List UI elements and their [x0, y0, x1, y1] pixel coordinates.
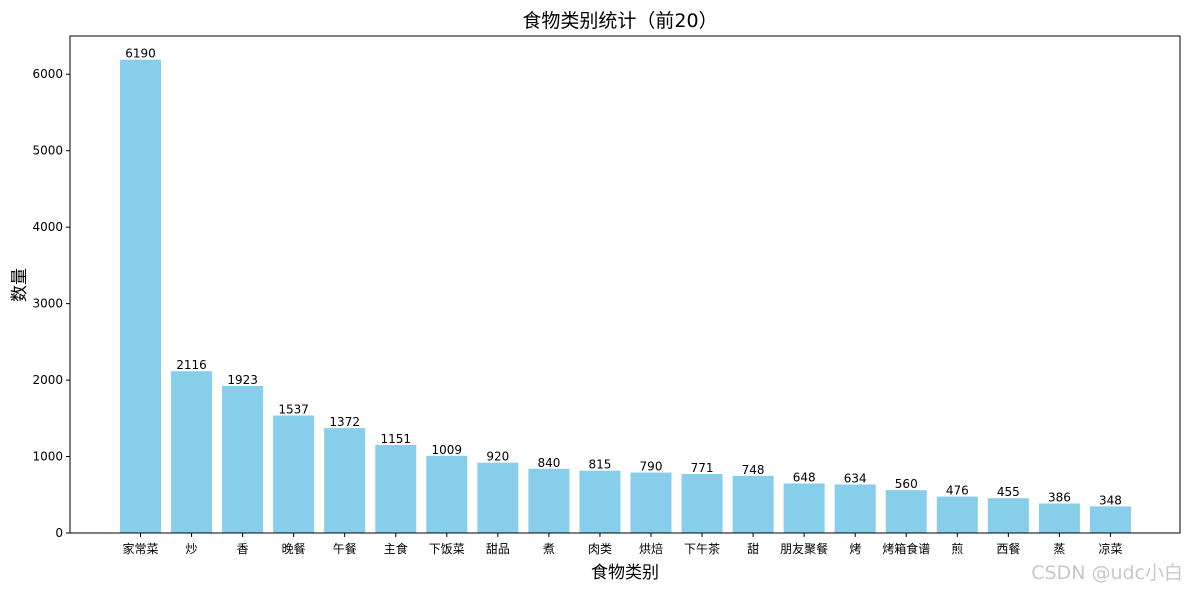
- value-label-1: 6190: [125, 47, 156, 61]
- value-label-20: 348: [1099, 493, 1122, 507]
- bar-15: [834, 484, 876, 533]
- bar-9: [528, 468, 570, 533]
- value-label-4: 1537: [278, 402, 309, 416]
- value-label-5: 1372: [329, 415, 360, 429]
- value-label-3: 1923: [227, 373, 258, 387]
- y-axis: 0 1000 2000 3000 4000 5000 6000: [32, 67, 70, 540]
- value-label-2: 2116: [176, 358, 207, 372]
- value-label-17: 476: [946, 484, 969, 498]
- x-tick-label-19: 蒸: [1053, 542, 1065, 556]
- value-label-14: 648: [793, 470, 816, 484]
- chart-title: 食物类别统计（前20）: [522, 10, 717, 32]
- y-tick-label-3000: 3000: [32, 297, 63, 311]
- value-label-12: 771: [691, 461, 714, 475]
- bar-16: [885, 490, 927, 533]
- x-tick-label-15: 烤: [849, 541, 861, 556]
- x-tick-label-9: 煮: [543, 542, 555, 556]
- y-tick-label-6000: 6000: [32, 67, 63, 81]
- x-tick-label-10: 肉类: [588, 542, 612, 556]
- bar-18: [987, 498, 1029, 533]
- x-tick-label-16: 烤箱食谱: [882, 541, 930, 556]
- y-tick-label-1000: 1000: [32, 450, 63, 464]
- y-tick-label-0: 0: [55, 526, 63, 540]
- bar-19: [1038, 503, 1080, 533]
- bar-11: [630, 472, 672, 533]
- x-tick-label-6: 主食: [384, 541, 408, 556]
- x-tick-label-17: 煎: [951, 541, 963, 556]
- x-tick-label-2: 炒: [186, 542, 198, 556]
- bar-7: [426, 455, 468, 533]
- bar-12: [681, 474, 723, 533]
- bar-17: [936, 496, 978, 533]
- x-tick-label-11: 烘焙: [639, 541, 663, 556]
- bar-14: [783, 483, 825, 533]
- bar-6: [375, 444, 417, 533]
- x-tick-label-4: 晚餐: [282, 541, 306, 556]
- value-label-15: 634: [844, 472, 867, 486]
- y-axis-title: 数量: [10, 268, 30, 302]
- value-label-10: 815: [588, 458, 611, 472]
- bar-13: [732, 475, 774, 533]
- x-axis: 家常菜 炒 香 晚餐 午餐 主食 下饭菜 甜品 煮 肉类 烘焙 下午茶 甜 朋友聚餐 烤 烤箱食谱 煎 西餐 蒸 凉菜: [122, 533, 1122, 556]
- bar-4: [273, 415, 315, 533]
- watermark: CSDN @udc小白: [1031, 562, 1183, 584]
- x-tick-label-7: 下饭菜: [429, 542, 465, 556]
- x-tick-label-1: 家常菜: [122, 541, 158, 556]
- value-label-8: 920: [486, 450, 509, 464]
- x-tick-label-5: 午餐: [333, 541, 357, 556]
- value-label-6: 1151: [380, 432, 411, 446]
- x-tick-label-13: 甜: [747, 542, 759, 556]
- x-axis-title: 食物类别: [591, 563, 659, 583]
- plot-frame: [69, 35, 1181, 534]
- bar-3: [222, 385, 264, 533]
- bar-10: [579, 470, 621, 533]
- x-tick-label-18: 西餐: [996, 541, 1020, 556]
- x-tick-label-20: 凉菜: [1098, 541, 1122, 556]
- x-tick-label-14: 朋友聚餐: [780, 541, 828, 556]
- bar-2: [171, 371, 213, 533]
- x-tick-label-8: 甜品: [486, 542, 510, 556]
- value-label-7: 1009: [432, 443, 463, 457]
- value-label-9: 840: [537, 456, 560, 470]
- bars: [120, 59, 1131, 533]
- bar-20: [1089, 506, 1131, 533]
- x-tick-label-3: 香: [237, 542, 249, 556]
- value-label-11: 790: [640, 460, 663, 474]
- y-tick-label-5000: 5000: [32, 144, 63, 158]
- y-tick-label-4000: 4000: [32, 220, 63, 234]
- value-label-18: 455: [997, 485, 1020, 499]
- bar-8: [477, 462, 519, 533]
- value-label-13: 748: [742, 463, 765, 477]
- value-label-16: 560: [895, 477, 918, 491]
- bar-5: [324, 428, 366, 533]
- y-tick-label-2000: 2000: [32, 373, 63, 387]
- value-label-19: 386: [1048, 490, 1071, 504]
- x-tick-label-12: 下午茶: [684, 541, 720, 556]
- value-labels: 6190 2116 1923 1537 1372 1151 1009 920 840 815 790…: [125, 47, 1122, 508]
- bar-1: [120, 59, 161, 533]
